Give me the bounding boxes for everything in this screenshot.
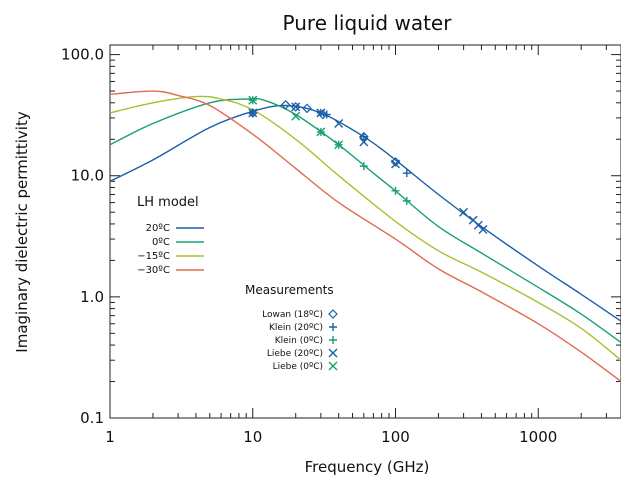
data-point-diamond-0 xyxy=(280,99,291,110)
data-point-diamond-0 xyxy=(290,102,301,112)
data-point-x-3 xyxy=(316,108,326,118)
data-point-plus-1 xyxy=(402,169,411,178)
measurement-label: Klein (0ºC) xyxy=(275,336,323,346)
data-point-plus-2 xyxy=(402,196,411,205)
data-point-plus-2 xyxy=(359,162,368,171)
measurements-title: Measurements xyxy=(245,283,334,297)
legend-label: −30ºC xyxy=(137,265,170,276)
measurement-label: Lowan (18ºC) xyxy=(262,310,323,320)
data-point-x-4 xyxy=(316,127,326,137)
measurement-label: Klein (20ºC) xyxy=(269,323,323,333)
y-tick-label: 10.0 xyxy=(71,167,104,185)
chart-title: Pure liquid water xyxy=(283,11,453,35)
series-line-1 xyxy=(110,97,621,344)
series-line-3 xyxy=(110,90,621,383)
data-point-x-3 xyxy=(334,118,344,128)
legend-label: −15ºC xyxy=(137,251,170,262)
data-point-x-3 xyxy=(359,137,369,147)
measurement-label: Liebe (20ºC) xyxy=(267,349,323,359)
series-line-0 xyxy=(110,104,621,322)
data-point-x-4 xyxy=(291,111,301,121)
x-tick-label: 1000 xyxy=(519,428,557,446)
measurement-label: Liebe (0ºC) xyxy=(273,362,323,372)
data-point-x-3 xyxy=(291,102,301,112)
data-point-x-3 xyxy=(459,207,469,217)
series-line-2 xyxy=(110,95,621,361)
measurement-marker xyxy=(329,323,337,331)
y-tick-label: 1.0 xyxy=(80,288,104,306)
measurement-marker xyxy=(329,336,337,344)
legend-label: 20ºC xyxy=(146,223,170,234)
x-tick-label: 100 xyxy=(381,428,410,446)
data-point-plus-2 xyxy=(391,186,400,195)
data-point-x-3 xyxy=(248,108,258,118)
y-tick-label: 100.0 xyxy=(61,46,104,64)
data-point-diamond-0 xyxy=(302,103,312,114)
measurement-marker xyxy=(328,309,338,319)
measurement-marker xyxy=(328,348,338,358)
y-axis-label: Imaginary dielectric permittivity xyxy=(13,111,31,353)
data-point-x-4 xyxy=(334,140,344,150)
legend: 20ºC 0ºC −15ºC −30ºC xyxy=(137,223,204,276)
legend-title: LH model xyxy=(137,195,199,210)
y-tick-label: 0.1 xyxy=(80,409,104,427)
data-point-x-4 xyxy=(248,95,258,105)
plot-frame xyxy=(109,44,621,419)
x-axis-label: Frequency (GHz) xyxy=(305,458,430,476)
data-point-x-3 xyxy=(390,159,400,169)
measurements-legend: Lowan (18ºC) Klein (20ºC) Klein (0ºC) Liebe… xyxy=(262,309,338,372)
x-tick-label: 10 xyxy=(243,428,262,446)
data-point-x-3 xyxy=(478,224,488,234)
measurement-marker xyxy=(328,361,338,371)
x-tick-label: 1 xyxy=(105,428,115,446)
data-point-plus-1 xyxy=(359,132,368,141)
legend-label: 0ºC xyxy=(152,237,170,248)
plot-area: 1 10 100 1000 0.1 1.0 10.0 100.0 xyxy=(61,44,621,446)
data-point-plus-1 xyxy=(322,110,331,119)
